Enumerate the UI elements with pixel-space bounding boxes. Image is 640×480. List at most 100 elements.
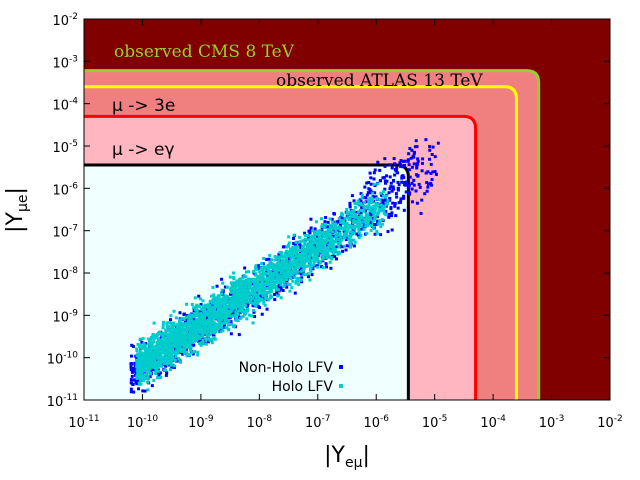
- scatter-point-0: [363, 185, 367, 189]
- scatter-point-1: [206, 303, 210, 307]
- scatter-point-1: [281, 267, 285, 271]
- scatter-point-1: [163, 355, 167, 359]
- scatter-point-1: [242, 300, 246, 304]
- scatter-point-1: [357, 210, 361, 214]
- scatter-point-0: [412, 155, 416, 159]
- scatter-point-1: [158, 346, 162, 350]
- scatter-point-0: [164, 373, 168, 377]
- scatter-point-0: [360, 206, 364, 210]
- scatter-point-0: [389, 214, 393, 218]
- scatter-point-1: [313, 233, 317, 237]
- scatter-point-1: [202, 309, 206, 313]
- scatter-point-1: [284, 253, 288, 257]
- scatter-point-0: [309, 226, 313, 230]
- scatter-point-0: [170, 365, 174, 369]
- x-axis-ticks: 10-11 10-10 10-9 10-8 10-7 10-6 10-5 10-4 10-3 10…: [68, 19, 623, 431]
- scatter-point-1: [251, 321, 255, 325]
- y-tick-label: 10-7: [52, 224, 78, 241]
- scatter-point-1: [254, 264, 258, 268]
- scatter-point-1: [212, 300, 216, 304]
- scatter-point-1: [338, 237, 342, 241]
- y-tick-label: 10-11: [47, 393, 78, 410]
- scatter-point-1: [303, 233, 307, 237]
- scatter-point-1: [268, 278, 272, 282]
- scatter-point-1: [352, 238, 356, 242]
- scatter-point-1: [208, 299, 212, 303]
- scatter-point-1: [343, 224, 347, 228]
- scatter-point-1: [343, 244, 347, 248]
- scatter-point-1: [153, 350, 157, 354]
- scatter-point-1: [188, 340, 192, 344]
- scatter-point-1: [136, 342, 140, 346]
- scatter-point-0: [352, 244, 356, 248]
- annotations: observed CMS 8 TeV observed ATLAS 13 TeV μ…: [112, 42, 483, 160]
- scatter-point-0: [131, 344, 135, 348]
- scatter-point-1: [179, 335, 183, 339]
- scatter-point-0: [417, 182, 421, 186]
- scatter-point-1: [351, 221, 355, 225]
- scatter-point-1: [310, 264, 314, 268]
- scatter-point-1: [250, 277, 254, 281]
- scatter-point-1: [151, 341, 155, 345]
- scatter-point-1: [317, 249, 321, 253]
- scatter-point-1: [308, 263, 312, 267]
- scatter-point-0: [380, 193, 384, 197]
- scatter-point-1: [294, 240, 298, 244]
- scatter-point-1: [294, 254, 298, 258]
- scatter-point-0: [151, 368, 155, 372]
- scatter-point-0: [415, 145, 419, 149]
- scatter-point-1: [296, 258, 300, 262]
- scatter-point-0: [281, 245, 285, 249]
- region-boundary-0: [84, 69, 541, 400]
- scatter-point-1: [293, 275, 297, 279]
- scatter-point-1: [156, 376, 160, 380]
- scatter-point-1: [184, 315, 188, 319]
- scatter-point-1: [238, 296, 242, 300]
- scatter-point-0: [281, 288, 285, 292]
- scatter-point-1: [234, 318, 238, 322]
- scatter-point-1: [186, 343, 190, 347]
- scatter-point-1: [353, 225, 357, 229]
- scatter-point-0: [409, 156, 413, 160]
- scatter-point-0: [387, 191, 391, 195]
- scatter-point-1: [305, 255, 309, 259]
- scatter-point-1: [148, 340, 152, 344]
- scatter-point-1: [164, 359, 168, 363]
- scatter-point-1: [289, 256, 293, 260]
- scatter-point-0: [426, 170, 430, 174]
- scatter-point-1: [208, 308, 212, 312]
- scatter-point-0: [261, 262, 265, 266]
- scatter-point-1: [338, 233, 342, 237]
- scatter-point-1: [333, 247, 337, 251]
- scatter-point-1: [186, 332, 190, 336]
- scatter-point-1: [224, 326, 228, 330]
- scatter-point-1: [242, 291, 246, 295]
- scatter-point-1: [246, 294, 250, 298]
- scatter-point-1: [250, 291, 254, 295]
- scatter-point-0: [161, 362, 165, 366]
- scatter-point-0: [410, 165, 414, 169]
- scatter-point-1: [243, 296, 247, 300]
- scatter-point-1: [150, 362, 154, 366]
- scatter-point-0: [267, 257, 271, 261]
- scatter-point-1: [247, 300, 251, 304]
- scatter-point-1: [144, 365, 148, 369]
- scatter-point-1: [309, 236, 313, 240]
- scatter-point-1: [205, 327, 209, 331]
- scatter-point-0: [383, 157, 387, 161]
- scatter-point-1: [326, 239, 330, 243]
- scatter-point-1: [187, 318, 191, 322]
- scatter-point-1: [242, 280, 246, 284]
- scatter-point-0: [149, 370, 153, 374]
- scatter-point-1: [330, 226, 334, 230]
- scatter-point-0: [415, 201, 419, 205]
- scatter-point-0: [335, 245, 339, 249]
- scatter-point-1: [254, 283, 258, 287]
- scatter-point-1: [288, 249, 292, 253]
- scatter-point-1: [308, 246, 312, 250]
- scatter-point-1: [152, 321, 156, 325]
- x-axis-label: |Yeμ|: [324, 443, 370, 471]
- scatter-point-0: [399, 159, 403, 163]
- scatter-point-0: [265, 307, 269, 311]
- scatter-point-1: [277, 259, 281, 263]
